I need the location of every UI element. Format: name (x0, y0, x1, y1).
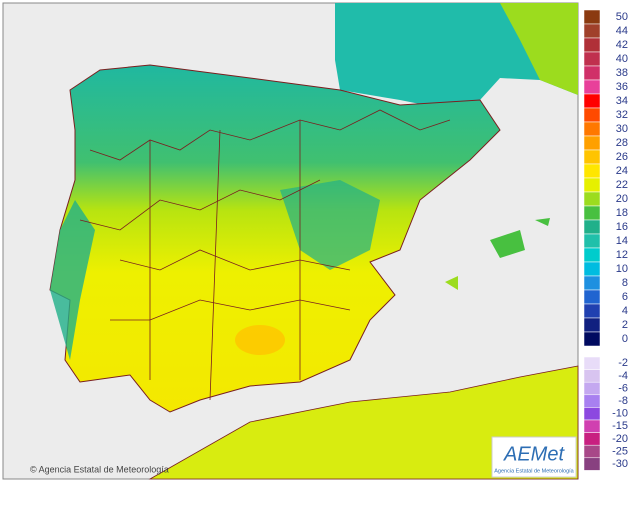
legend-swatch (583, 317, 601, 333)
legend-label: 18 (616, 207, 628, 219)
border (79, 179, 321, 231)
legend-swatch (583, 261, 601, 277)
warm-area (235, 325, 285, 355)
legend-label: -25 (612, 445, 628, 457)
legend-swatch (583, 407, 601, 421)
legend-swatch (583, 303, 601, 319)
legend-label: 4 (622, 305, 628, 317)
legend-label: -6 (618, 382, 628, 394)
legend-label: 22 (616, 179, 628, 191)
legend-swatch (583, 23, 601, 39)
legend-label: 14 (616, 235, 628, 247)
legend-swatch (583, 149, 601, 165)
legend-swatch (583, 135, 601, 151)
legend-swatch (583, 191, 601, 207)
north-africa (148, 365, 579, 480)
legend-swatch (583, 394, 601, 408)
legend-label: 30 (616, 123, 628, 135)
legend-swatch (583, 121, 601, 137)
legend-swatch (583, 356, 601, 370)
legend-label: 36 (616, 81, 628, 93)
legend-label: 10 (616, 263, 628, 275)
legend-swatch (583, 205, 601, 221)
menorca (535, 218, 550, 226)
legend-label: 50 (616, 11, 628, 23)
legend-swatch (583, 79, 601, 95)
legend-swatch (583, 331, 601, 347)
legend-swatch (583, 432, 601, 446)
legend-label: -15 (612, 420, 628, 432)
legend-label: 0 (622, 333, 628, 345)
legend-swatch (583, 457, 601, 471)
logo-box (491, 436, 577, 478)
ibiza (445, 276, 458, 290)
legend-label: 28 (616, 137, 628, 149)
border (110, 299, 351, 321)
legend-swatch (583, 51, 601, 67)
legend-swatch (583, 219, 601, 235)
border (89, 109, 451, 161)
borders (79, 109, 451, 401)
credit-text: © Agencia Estatal de Meteorología (30, 464, 169, 474)
legend-swatch (583, 9, 601, 25)
legend-swatch (583, 369, 601, 383)
logo-caption: Agencia Estatal de Meteorología (494, 468, 574, 474)
legend-label: 6 (622, 291, 628, 303)
legend-label: -8 (618, 395, 628, 407)
legend-label: 34 (616, 95, 628, 107)
legend-label: -30 (612, 458, 628, 470)
legend-swatch (583, 65, 601, 81)
legend-label: 2 (622, 319, 628, 331)
legend-swatch (583, 275, 601, 291)
legend-swatch (583, 93, 601, 109)
legend-swatch (583, 163, 601, 179)
logo: AEMet (503, 443, 565, 465)
legend-label: -4 (618, 370, 628, 382)
border (119, 249, 351, 271)
legend-label: 8 (622, 277, 628, 289)
legend-swatch (583, 419, 601, 433)
legend-label: 42 (616, 39, 628, 51)
legend-label: 38 (616, 67, 628, 79)
legend-label: 12 (616, 249, 628, 261)
legend-swatch (583, 247, 601, 263)
iberian-system (280, 180, 380, 270)
portugal-coast (50, 200, 95, 360)
legend-label: 24 (616, 165, 628, 177)
legend-label: 44 (616, 25, 628, 37)
legend-label: 16 (616, 221, 628, 233)
legend-label: 32 (616, 109, 628, 121)
france-south (500, 3, 578, 95)
legend-label: 20 (616, 193, 628, 205)
legend-swatch (583, 381, 601, 396)
mallorca (490, 230, 525, 258)
legend-swatch (583, 177, 601, 193)
legend-label: -2 (618, 357, 628, 369)
legend-swatch (583, 107, 601, 123)
legend: 5044424038363432302826242220181614121086… (583, 9, 628, 471)
legend-label: 40 (616, 53, 628, 65)
legend-swatch (583, 37, 601, 53)
legend-label: -20 (612, 433, 628, 445)
legend-label: -10 (612, 408, 628, 420)
border (149, 120, 301, 401)
legend-swatch (583, 233, 601, 249)
legend-label: 26 (616, 151, 628, 163)
legend-swatch (583, 289, 601, 305)
map: © Agencia Estatal de Meteorología AEMet … (2, 2, 579, 480)
legend-swatch (583, 444, 601, 459)
